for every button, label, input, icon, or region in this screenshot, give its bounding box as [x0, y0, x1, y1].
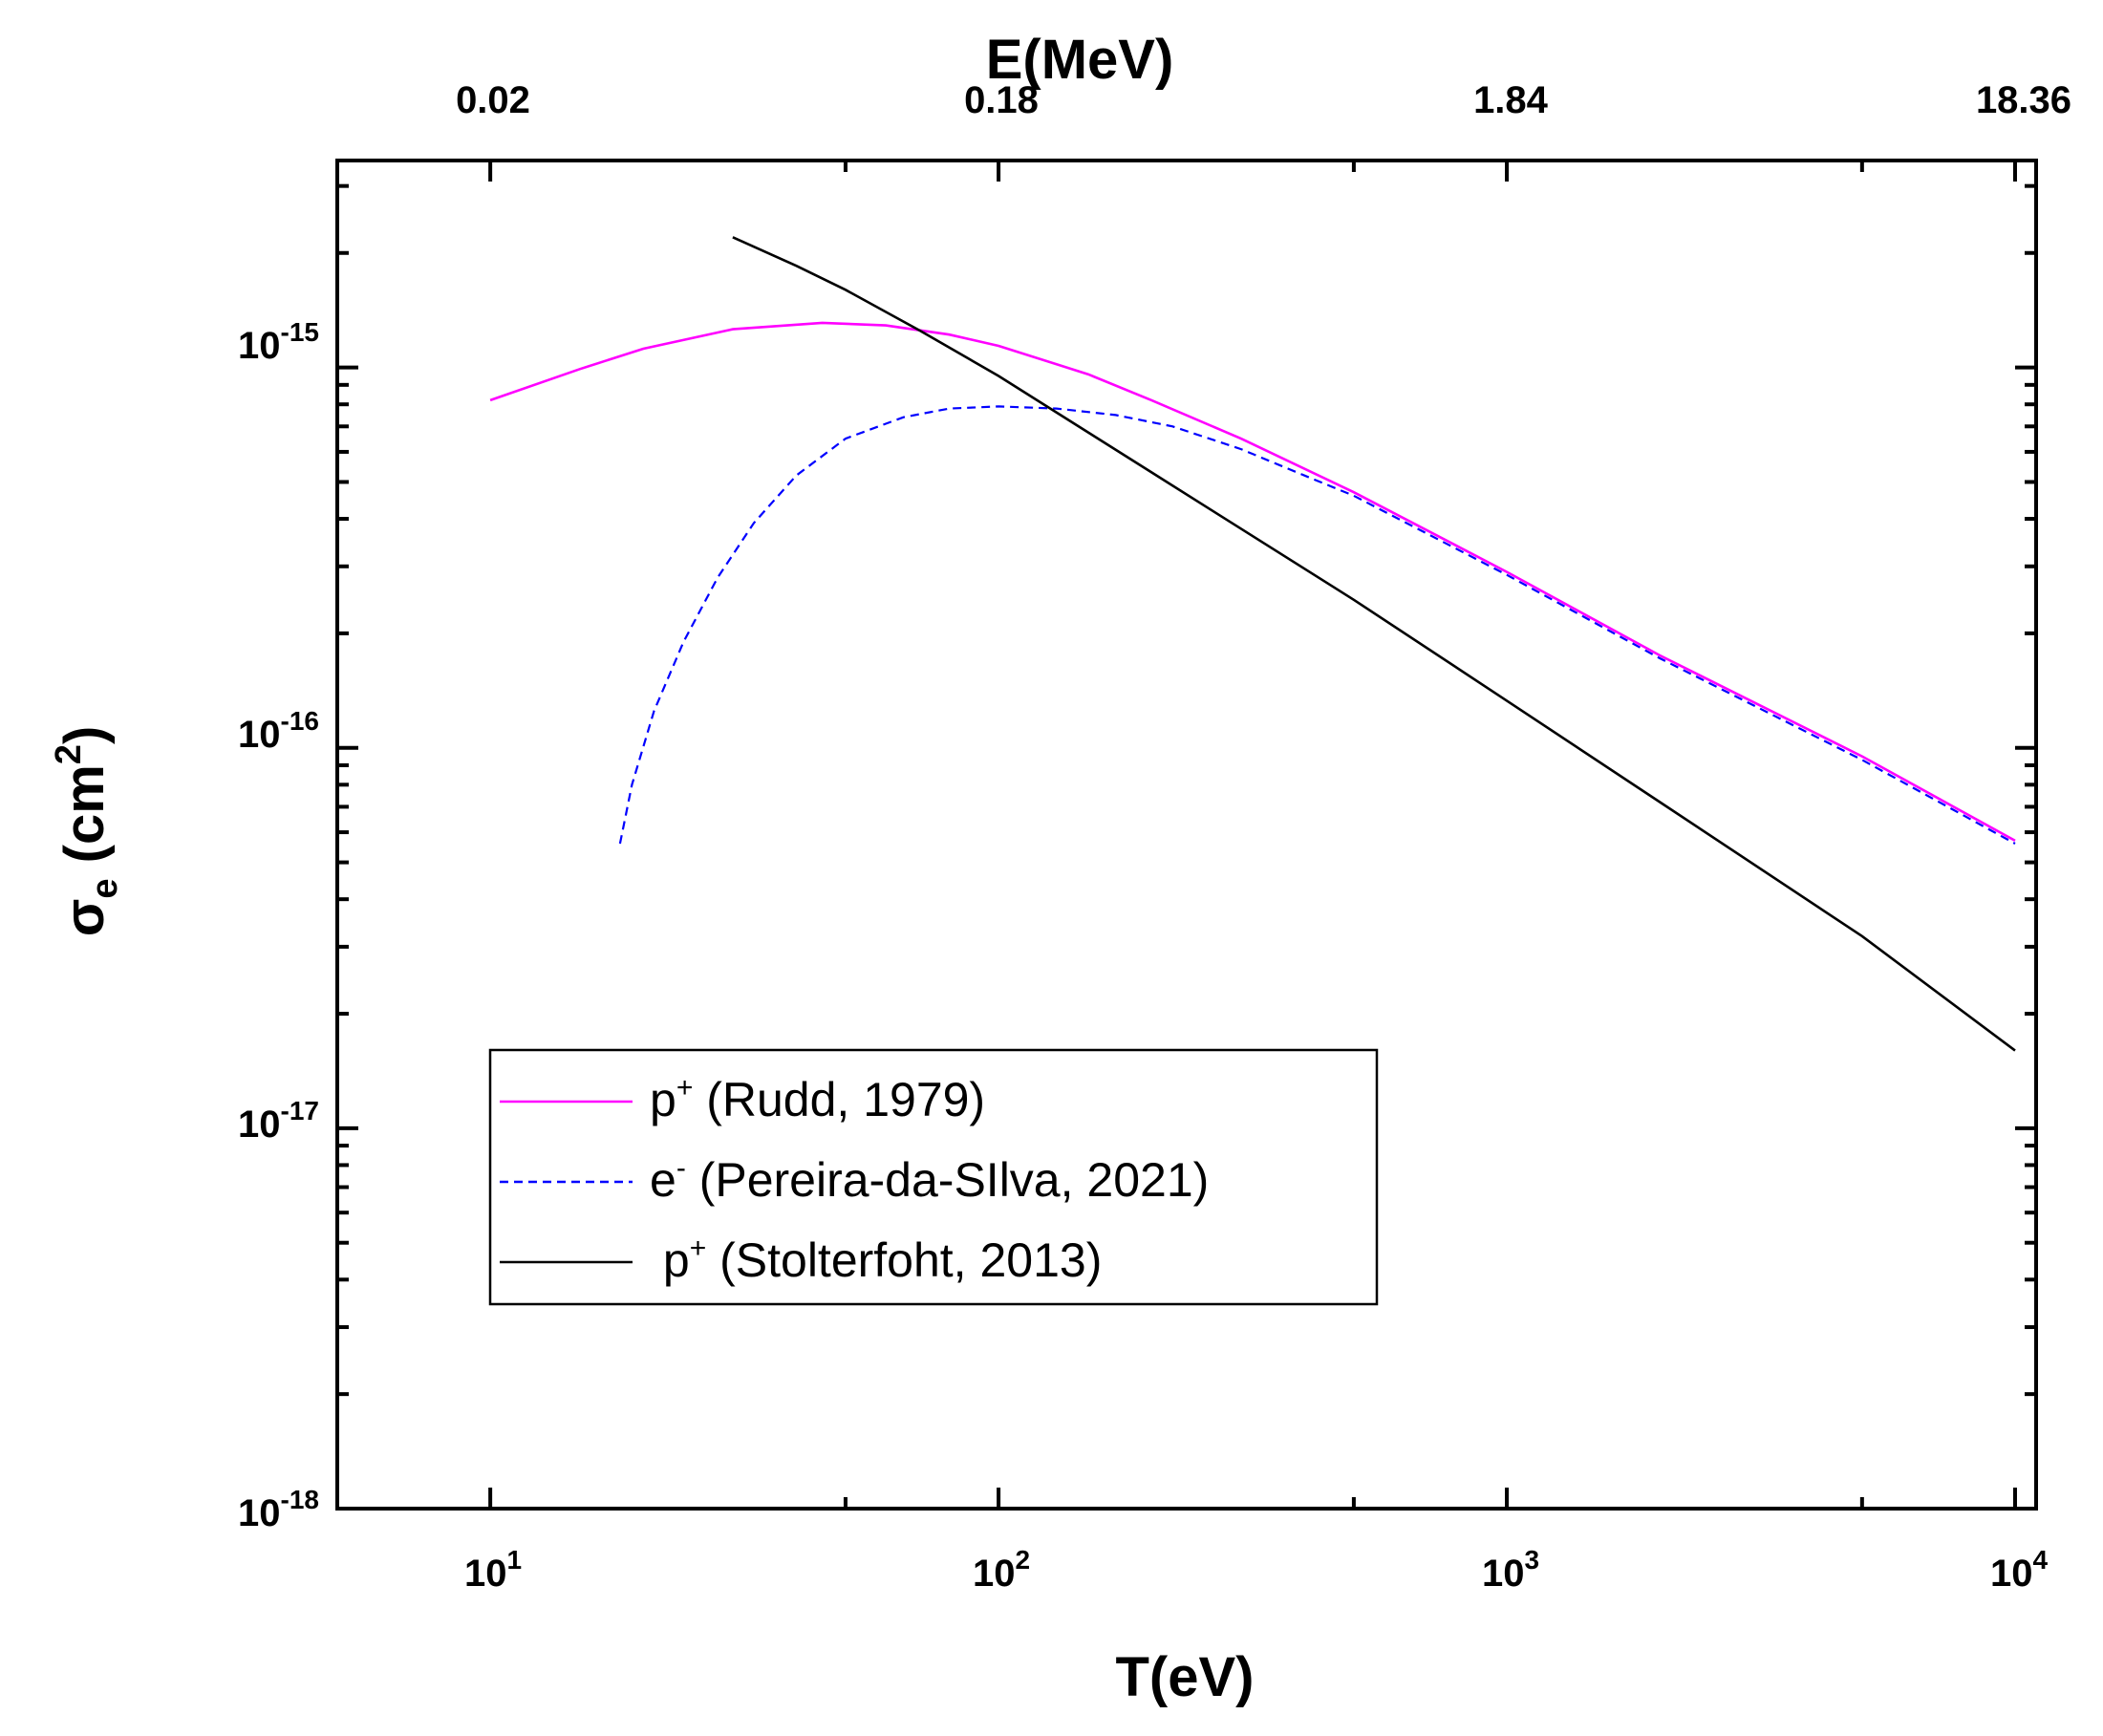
series-layer — [489, 236, 2016, 1052]
y-axis-title: σe (cm2) — [49, 726, 125, 937]
top-axis-title: E(MeV) — [986, 29, 1174, 91]
legend-label-pereira: e- (Pereira-da-SIlva, 2021) — [650, 1152, 1209, 1207]
y-tick-labels: 10-18 10-17 10-16 10-15 — [238, 317, 319, 1534]
series-line-stolterfoht — [732, 236, 2016, 1052]
x-axis-title: T(eV) — [1116, 1646, 1255, 1708]
plot-frame — [335, 159, 2038, 1511]
series-line-pereira — [618, 405, 2016, 845]
y-tick-label: 10-16 — [238, 706, 319, 756]
top-tick-labels: 0.02 0.18 1.84 18.36 — [456, 79, 2071, 121]
minor-ticks — [337, 161, 2036, 1509]
series-line-rudd — [489, 321, 2016, 843]
y-tick-label: 10-15 — [238, 317, 319, 367]
legend: p+ (Rudd, 1979) e- (Pereira-da-SIlva, 20… — [488, 1048, 1379, 1306]
x-tick-label: 102 — [973, 1545, 1030, 1595]
major-ticks — [337, 161, 2036, 1511]
legend-label-rudd: p+ (Rudd, 1979) — [650, 1072, 985, 1126]
x-tick-label: 104 — [1990, 1545, 2049, 1595]
legend-box — [488, 1048, 1379, 1306]
top-tick-label: 18.36 — [1976, 79, 2071, 121]
x-tick-label: 103 — [1482, 1545, 1539, 1595]
top-tick-label: 0.02 — [456, 79, 530, 121]
top-tick-label: 1.84 — [1473, 79, 1549, 121]
x-tick-label: 101 — [464, 1545, 522, 1595]
y-tick-label: 10-17 — [238, 1096, 319, 1146]
top-tick-label: 0.18 — [964, 79, 1039, 121]
x-tick-labels: 101 102 103 104 — [464, 1545, 2049, 1595]
y-tick-label: 10-18 — [238, 1485, 319, 1534]
legend-label-stolterfoht: p+ (Stolterfoht, 2013) — [650, 1232, 1102, 1287]
